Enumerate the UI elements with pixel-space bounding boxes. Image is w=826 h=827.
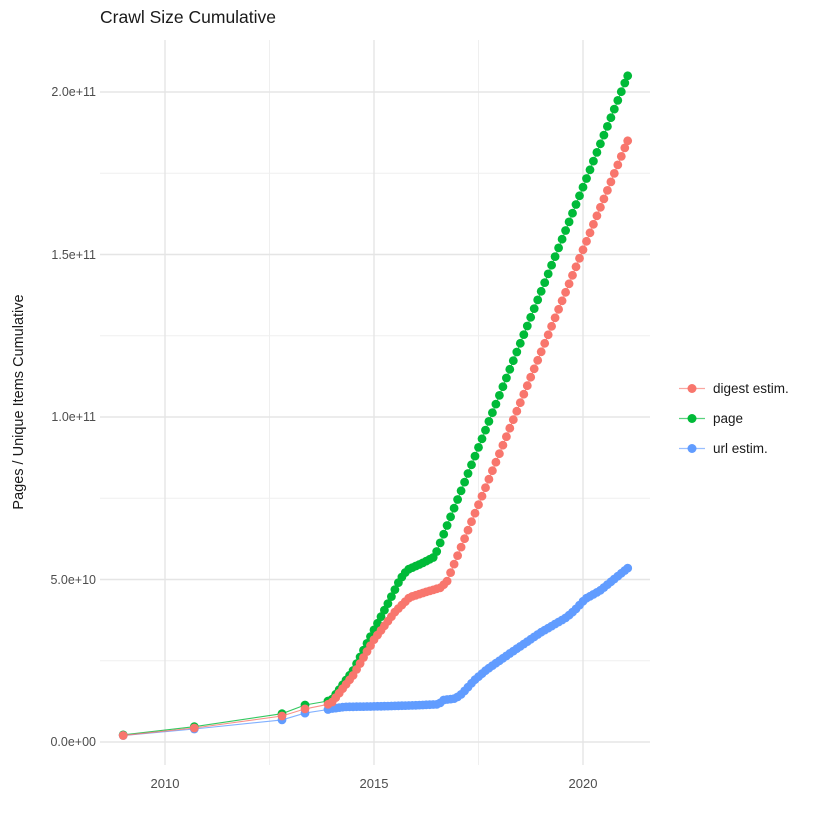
y-tick-label-15e11: 1.5e+11 <box>51 247 96 262</box>
legend-item-page: page <box>678 411 789 426</box>
x-tick-label-2010: 2010 <box>150 776 180 791</box>
y-tick-label-5e10: 5.0e+10 <box>50 572 96 587</box>
y-tick-label-1e11: 1.0e+11 <box>51 410 96 424</box>
legend-key-icon <box>679 414 705 423</box>
x-tick-label-2020: 2020 <box>568 776 598 791</box>
legend-item-label: digest estim. <box>713 381 789 396</box>
legend-item-url-estim: url estim. <box>678 441 789 456</box>
y-tick-label-0: 0.0e+00 <box>50 735 96 749</box>
legend-item-label: url estim. <box>713 441 768 456</box>
y-tick-label-2e11: 2.0e+11 <box>51 85 96 99</box>
plot-title: Crawl Size Cumulative <box>100 7 277 27</box>
legend-key-icon <box>679 384 705 393</box>
legend: digest estim. page url estim. <box>678 381 789 456</box>
legend-item-label: page <box>713 411 744 426</box>
legend-item-digest-estim: digest estim. <box>678 381 789 396</box>
legend-key-icon <box>679 444 705 453</box>
x-tick-label-2015: 2015 <box>359 776 389 791</box>
